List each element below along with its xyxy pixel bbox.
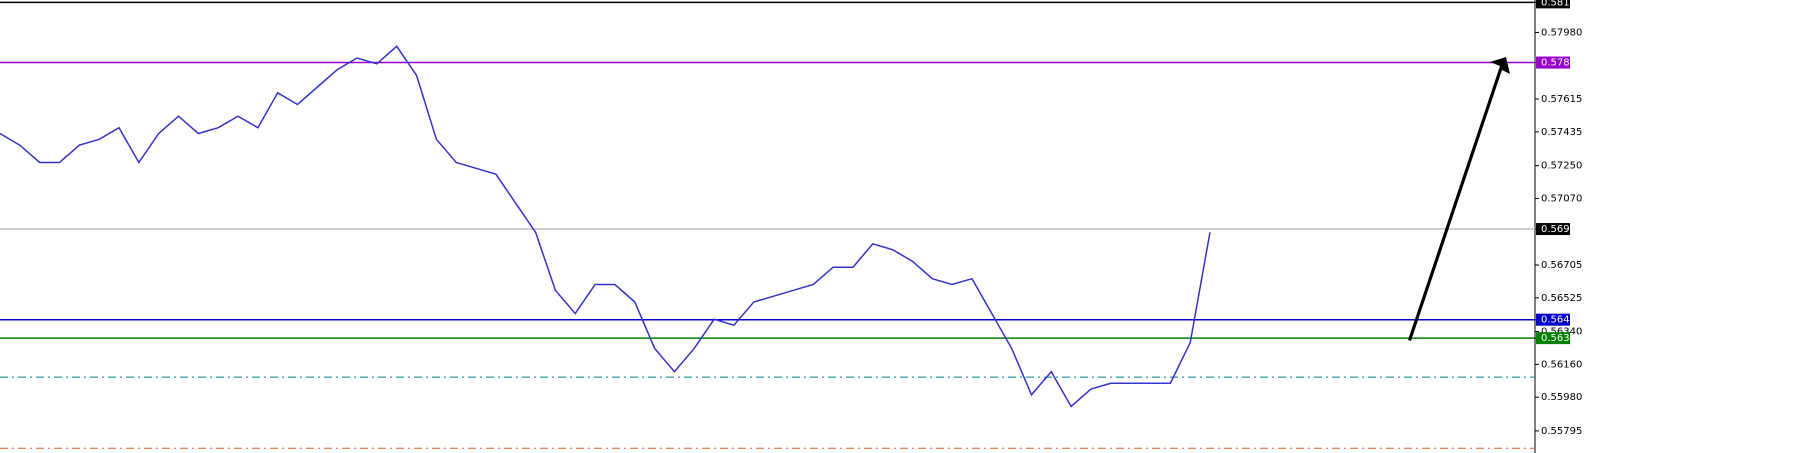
y-tick-label: 0.57615 <box>1541 94 1582 105</box>
y-tick-label: 0.55795 <box>1541 426 1582 437</box>
y-tick-label: 0.55980 <box>1541 392 1582 403</box>
y-tick-label: 0.58145 <box>1541 0 1582 8</box>
tick-highlight <box>1536 56 1570 69</box>
y-tick-label: 0.57980 <box>1541 27 1582 38</box>
y-tick-label: 0.56525 <box>1541 293 1582 304</box>
tick-highlight <box>1536 223 1570 236</box>
y-tick-label: 0.57435 <box>1541 127 1582 138</box>
y-tick-label: 0.56902 <box>1541 224 1582 235</box>
y-tick-label: 0.57250 <box>1541 161 1582 172</box>
price-line <box>0 45 1211 408</box>
tick-highlight <box>1536 332 1570 345</box>
y-tick-label: 0.56160 <box>1541 359 1582 370</box>
arrow <box>1408 57 1510 341</box>
y-tick-label: 0.57815 <box>1541 58 1582 69</box>
y-tick-label: 0.56705 <box>1541 260 1582 271</box>
tick-highlight <box>1536 0 1570 9</box>
y-tick-label: 0.56340 <box>1541 327 1582 338</box>
y-tick-label: 0.57070 <box>1541 193 1582 204</box>
y-tick-label: 0.56304 <box>1541 333 1582 344</box>
y-tick-label: 0.56405 <box>1541 315 1582 326</box>
tick-highlight <box>1536 313 1570 326</box>
